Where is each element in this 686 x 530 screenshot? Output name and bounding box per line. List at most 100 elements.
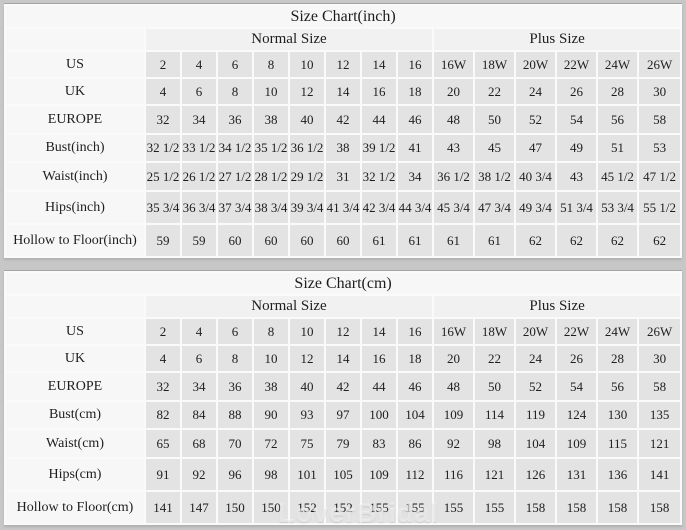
size-value-cell: 135 [639,402,681,428]
size-value-cell: 34 1/2 [218,135,252,161]
size-group-header-row: Normal Size Plus Size [6,296,681,317]
size-value-cell: 61 [362,225,396,256]
size-value-cell: 25 1/2 [146,163,180,190]
size-value-cell: 40 [290,106,324,133]
size-value-cell: 2 [146,52,180,77]
table-row: Hips(cm) 91 92 96 98 101 105 109 112 116 121 126 131… [6,459,681,490]
size-value-cell: 10 [254,346,288,371]
row-label: EUROPE [6,106,144,133]
size-value-cell: 20W [516,52,555,77]
size-value-cell: 36 [218,373,252,400]
size-value-cell: 60 [218,225,252,256]
size-value-cell: 24 [516,79,555,104]
size-value-cell: 16W [434,319,473,344]
size-value-cell: 109 [362,459,396,490]
size-value-cell: 56 [598,373,637,400]
size-value-cell: 98 [475,430,514,457]
size-value-cell: 28 1/2 [254,163,288,190]
size-value-cell: 38 [326,135,360,161]
size-value-cell: 35 1/2 [254,135,288,161]
size-value-cell: 43 [434,135,473,161]
size-value-cell: 155 [475,492,514,523]
table-row: EUROPE 32 34 36 38 40 42 44 46 48 50 52 54 56 58 [6,373,681,400]
size-value-cell: 36 3/4 [182,192,216,223]
size-value-cell: 112 [398,459,432,490]
size-value-cell: 14 [326,346,360,371]
size-value-cell: 33 1/2 [182,135,216,161]
size-value-cell: 47 1/2 [639,163,681,190]
size-value-cell: 96 [218,459,252,490]
size-value-cell: 44 [362,106,396,133]
size-value-cell: 82 [146,402,180,428]
table-row: UK 4 6 8 10 12 14 16 18 20 22 24 26 28 30 [6,346,681,371]
size-value-cell: 61 [398,225,432,256]
size-value-cell: 152 [326,492,360,523]
size-value-cell: 130 [598,402,637,428]
size-value-cell: 47 3/4 [475,192,514,223]
size-value-cell: 18W [475,319,514,344]
size-value-cell: 22 [475,346,514,371]
size-value-cell: 61 [475,225,514,256]
size-value-cell: 35 3/4 [146,192,180,223]
size-value-cell: 158 [516,492,555,523]
size-value-cell: 28 [598,79,637,104]
size-value-cell: 136 [598,459,637,490]
size-value-cell: 141 [639,459,681,490]
size-value-cell: 24W [598,52,637,77]
size-value-cell: 18 [398,79,432,104]
size-value-cell: 62 [557,225,596,256]
size-value-cell: 39 3/4 [290,192,324,223]
size-value-cell: 91 [146,459,180,490]
size-value-cell: 101 [290,459,324,490]
size-value-cell: 119 [516,402,555,428]
size-value-cell: 4 [146,79,180,104]
size-value-cell: 48 [434,373,473,400]
table-title-row: Size Chart(inch) [6,6,681,27]
size-value-cell: 32 1/2 [362,163,396,190]
row-label: Hollow to Floor(inch) [6,225,144,256]
size-value-cell: 42 3/4 [362,192,396,223]
table-row: Hollow to Floor(cm) 141 147 150 150 152 152 155… [6,492,681,523]
size-value-cell: 34 [182,373,216,400]
size-value-cell: 155 [362,492,396,523]
size-value-cell: 155 [398,492,432,523]
size-value-cell: 141 [146,492,180,523]
plus-size-header: Plus Size [434,296,681,317]
size-value-cell: 14 [362,52,396,77]
size-value-cell: 6 [182,346,216,371]
size-value-cell: 109 [557,430,596,457]
size-value-cell: 41 3/4 [326,192,360,223]
size-value-cell: 36 1/2 [290,135,324,161]
size-value-cell: 90 [254,402,288,428]
size-value-cell: 31 [326,163,360,190]
size-value-cell: 40 3/4 [516,163,555,190]
size-value-cell: 79 [326,430,360,457]
table-row: UK 4 6 8 10 12 14 16 18 20 22 24 26 28 30 [6,79,681,104]
size-value-cell: 152 [290,492,324,523]
size-value-cell: 38 [254,106,288,133]
table-row: Waist(cm) 65 68 70 72 75 79 83 86 92 98 104 109 115 12… [6,430,681,457]
size-value-cell: 60 [254,225,288,256]
table-row: US 2 4 6 8 10 12 14 16 16W 18W 20W 22W 24W 26W [6,52,681,77]
size-value-cell: 75 [290,430,324,457]
size-value-cell: 22 [475,79,514,104]
size-value-cell: 56 [598,106,637,133]
size-value-cell: 16 [362,346,396,371]
size-value-cell: 18W [475,52,514,77]
table-title: Size Chart(inch) [6,6,681,27]
row-label: Hollow to Floor(cm) [6,492,144,523]
size-value-cell: 52 [516,373,555,400]
size-value-cell: 150 [254,492,288,523]
size-value-cell: 55 1/2 [639,192,681,223]
size-value-cell: 10 [254,79,288,104]
size-value-cell: 109 [434,402,473,428]
row-label: US [6,319,144,344]
size-value-cell: 32 [146,106,180,133]
size-value-cell: 38 1/2 [475,163,514,190]
size-value-cell: 14 [362,319,396,344]
size-value-cell: 114 [475,402,514,428]
size-value-cell: 12 [290,346,324,371]
size-value-cell: 12 [326,319,360,344]
size-value-cell: 51 [598,135,637,161]
size-value-cell: 53 [639,135,681,161]
